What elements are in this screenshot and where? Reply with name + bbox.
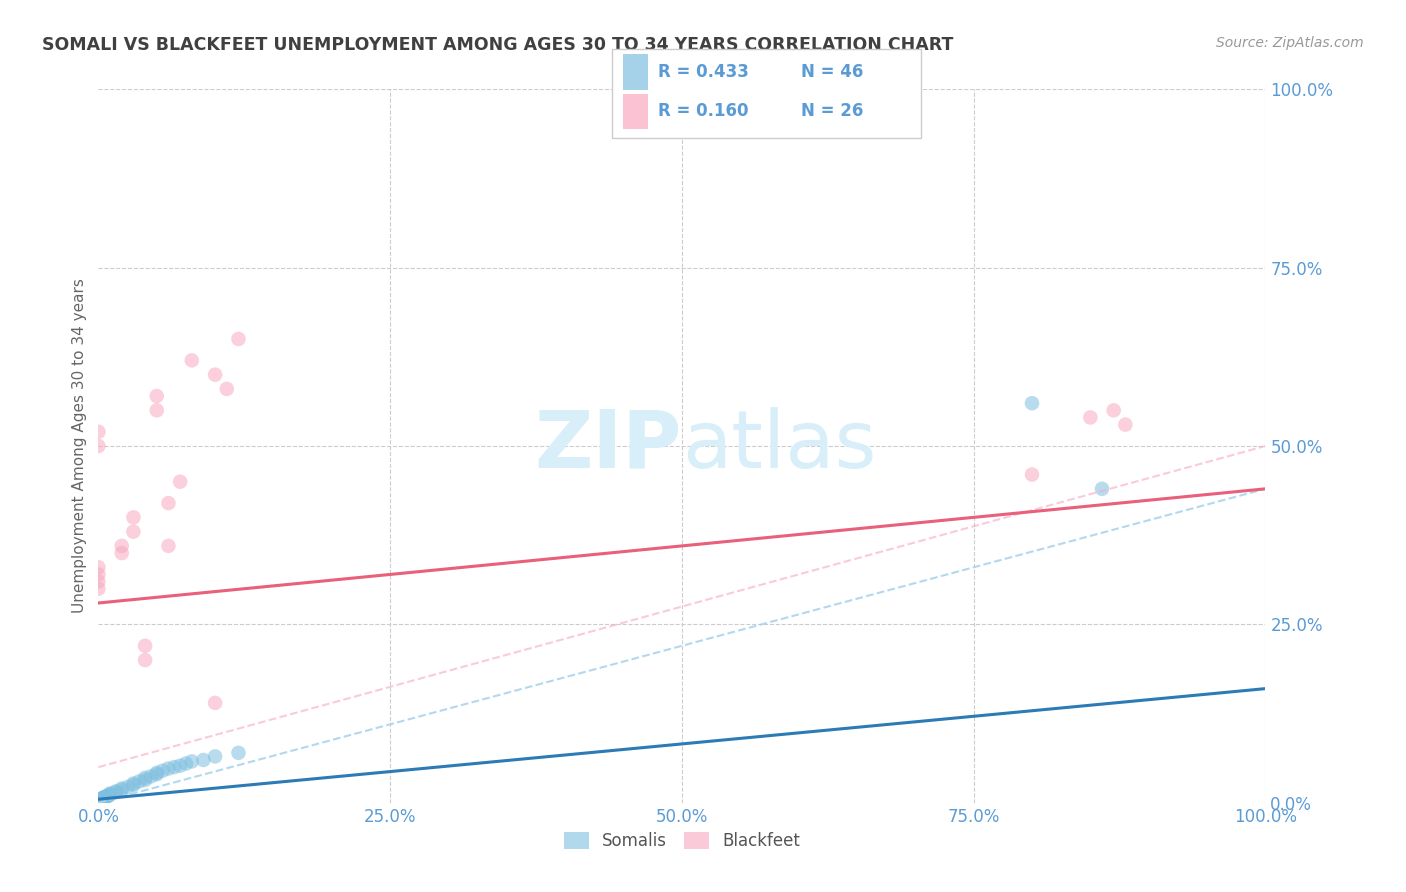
Point — [87, 794, 110, 808]
Point — [87, 794, 110, 808]
Point — [146, 765, 169, 780]
Point — [134, 639, 156, 653]
Point — [152, 764, 174, 778]
Point — [111, 539, 134, 553]
Point — [1091, 482, 1114, 496]
Point — [122, 524, 145, 539]
Point — [215, 382, 238, 396]
Point — [87, 567, 110, 582]
Point — [98, 787, 121, 801]
Point — [93, 790, 115, 805]
Y-axis label: Unemployment Among Ages 30 to 34 years: Unemployment Among Ages 30 to 34 years — [72, 278, 87, 614]
Point — [87, 796, 110, 810]
Point — [122, 778, 145, 792]
Point — [91, 790, 114, 805]
Point — [228, 746, 250, 760]
Point — [87, 574, 110, 589]
Point — [89, 792, 111, 806]
Point — [134, 771, 156, 785]
Point — [90, 792, 112, 806]
Point — [104, 784, 127, 798]
Point — [87, 582, 110, 596]
Point — [163, 760, 186, 774]
Point — [111, 783, 134, 797]
Point — [174, 756, 197, 771]
Point — [87, 425, 110, 439]
Point — [87, 560, 110, 574]
Point — [94, 790, 117, 805]
Point — [122, 510, 145, 524]
Point — [111, 781, 134, 796]
Point — [87, 795, 110, 809]
Text: N = 26: N = 26 — [801, 103, 863, 120]
Point — [193, 753, 215, 767]
Point — [1021, 396, 1043, 410]
Point — [87, 796, 110, 810]
Point — [204, 696, 226, 710]
Point — [228, 332, 250, 346]
Point — [1114, 417, 1136, 432]
Point — [1021, 467, 1043, 482]
Point — [87, 793, 110, 807]
Point — [146, 403, 169, 417]
Point — [180, 755, 202, 769]
Point — [1080, 410, 1102, 425]
Point — [157, 762, 180, 776]
Point — [104, 785, 127, 799]
Point — [122, 776, 145, 790]
Point — [204, 368, 226, 382]
Point — [169, 758, 191, 772]
Point — [98, 787, 121, 801]
Point — [87, 794, 110, 808]
Point — [169, 475, 191, 489]
Point — [111, 546, 134, 560]
Point — [146, 389, 169, 403]
Text: atlas: atlas — [682, 407, 876, 485]
Text: N = 46: N = 46 — [801, 63, 863, 81]
Text: ZIP: ZIP — [534, 407, 682, 485]
Point — [1102, 403, 1125, 417]
Point — [139, 769, 162, 783]
Point — [180, 353, 202, 368]
Point — [134, 772, 156, 787]
Legend: Somalis, Blackfeet: Somalis, Blackfeet — [555, 824, 808, 859]
Point — [117, 780, 139, 794]
Point — [204, 749, 226, 764]
Point — [157, 496, 180, 510]
Point — [97, 789, 120, 803]
Point — [87, 439, 110, 453]
Point — [97, 789, 120, 803]
Point — [157, 539, 180, 553]
Point — [90, 791, 112, 805]
Point — [134, 653, 156, 667]
Point — [93, 790, 115, 805]
Text: Source: ZipAtlas.com: Source: ZipAtlas.com — [1216, 36, 1364, 50]
Point — [96, 789, 118, 804]
Point — [87, 794, 110, 808]
Point — [146, 767, 169, 781]
Point — [87, 796, 110, 810]
Text: R = 0.160: R = 0.160 — [658, 103, 748, 120]
Text: SOMALI VS BLACKFEET UNEMPLOYMENT AMONG AGES 30 TO 34 YEARS CORRELATION CHART: SOMALI VS BLACKFEET UNEMPLOYMENT AMONG A… — [42, 36, 953, 54]
Text: R = 0.433: R = 0.433 — [658, 63, 749, 81]
Point — [87, 795, 110, 809]
Point — [128, 774, 150, 789]
